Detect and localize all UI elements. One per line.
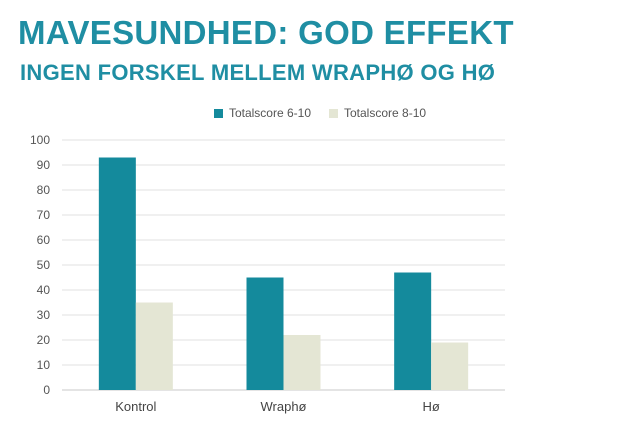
legend-item-series-1: Totalscore 6-10 [213, 106, 311, 120]
y-tick-label: 40 [37, 283, 51, 297]
y-tick-label: 80 [37, 183, 51, 197]
bar-kontrol-series-2 [135, 302, 173, 390]
y-tick-label: 50 [37, 258, 51, 272]
x-category-label: Hø [422, 399, 439, 414]
x-category-label: Kontrol [115, 399, 156, 414]
bar-wraph-series-1 [246, 277, 284, 390]
y-tick-label: 0 [43, 383, 50, 397]
bar-kontrol-series-1 [98, 157, 136, 390]
bar-h-series-1 [394, 272, 432, 390]
slide-subtitle: INGEN FORSKEL MELLEM WRAPHØ OG HØ [20, 60, 496, 85]
y-tick-label: 10 [37, 358, 51, 372]
y-tick-label: 20 [37, 333, 51, 347]
legend-label-series-2: Totalscore 8-10 [344, 106, 427, 120]
y-tick-label: 100 [30, 133, 50, 147]
y-tick-label: 30 [37, 308, 51, 322]
bar-wraph-series-2 [283, 335, 321, 390]
bar-h-series-2 [431, 342, 469, 390]
y-tick-label: 70 [37, 208, 51, 222]
legend-label-series-1: Totalscore 6-10 [228, 106, 311, 120]
x-category-label: Wraphø [261, 399, 307, 414]
legend-swatch-series-1 [213, 108, 223, 118]
y-tick-label: 60 [37, 233, 51, 247]
chart-legend: Totalscore 6-10 Totalscore 8-10 [0, 106, 640, 120]
legend-swatch-series-2 [329, 108, 338, 118]
legend-item-series-2: Totalscore 8-10 [329, 106, 426, 120]
slide-title: MAVESUNDHED: GOD EFFEKT [18, 14, 514, 51]
y-tick-label: 90 [37, 158, 51, 172]
